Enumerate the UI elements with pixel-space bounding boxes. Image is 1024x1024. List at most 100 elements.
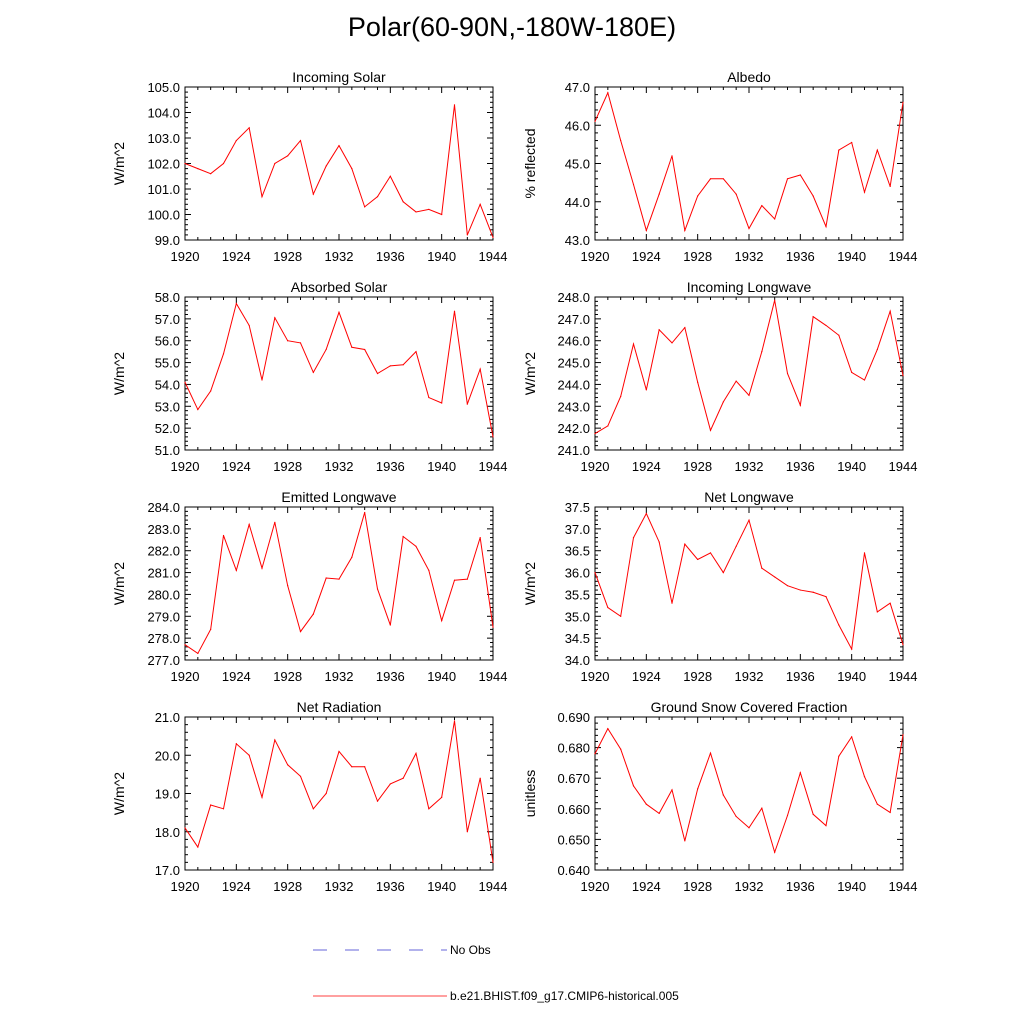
- data-point: [453, 104, 456, 106]
- x-tick-label: 1928: [273, 669, 302, 684]
- data-point: [774, 576, 776, 578]
- data-point: [325, 348, 327, 351]
- data-point: [851, 736, 853, 738]
- data-point: [222, 808, 225, 810]
- x-tick-label: 1944: [889, 669, 918, 684]
- data-point: [492, 626, 494, 628]
- data-point: [812, 591, 814, 593]
- data-point: [479, 203, 481, 205]
- data-point: [838, 149, 840, 151]
- data-point: [697, 381, 699, 383]
- data-point: [812, 195, 814, 197]
- x-tick-label: 1936: [376, 249, 405, 264]
- y-tick-label: 57.0: [155, 312, 180, 327]
- series-line: [594, 727, 904, 854]
- y-tick-label: 19.0: [155, 787, 180, 802]
- data-point: [453, 579, 456, 581]
- data-point: [632, 343, 635, 345]
- x-tick-label: 1944: [889, 879, 918, 894]
- data-point: [799, 404, 801, 406]
- data-point: [364, 206, 366, 208]
- x-tick-label: 1920: [171, 669, 200, 684]
- x-tick-label: 1936: [786, 879, 815, 894]
- data-point: [774, 299, 776, 301]
- plot-frame: [184, 506, 494, 661]
- x-tick-label: 1932: [735, 669, 764, 684]
- plot-frame: [184, 716, 494, 871]
- y-tick-label: 54.0: [155, 377, 180, 392]
- data-point: [902, 734, 904, 736]
- data-point: [248, 523, 250, 526]
- data-point: [184, 827, 186, 829]
- data-point: [825, 825, 827, 827]
- data-point: [261, 379, 263, 381]
- data-point: [863, 552, 866, 554]
- data-point: [786, 814, 789, 817]
- data-point: [799, 772, 801, 774]
- data-point: [402, 364, 404, 366]
- data-point: [594, 571, 596, 574]
- data-point: [632, 183, 635, 186]
- data-point: [479, 777, 481, 779]
- data-point: [235, 302, 237, 305]
- y-tick-label: 281.0: [147, 566, 180, 581]
- x-tick-label: 1924: [222, 249, 251, 264]
- data-point: [351, 346, 353, 348]
- x-tick-label: 1928: [683, 879, 712, 894]
- data-point: [415, 752, 417, 754]
- data-point: [274, 317, 276, 319]
- data-point: [466, 578, 468, 580]
- figure-title: Polar(60-90N,-180W-180E): [347, 12, 677, 42]
- y-axis-label: W/m^2: [111, 352, 127, 395]
- y-tick-label: 55.0: [155, 356, 180, 371]
- y-tick-label: 102.0: [147, 157, 180, 172]
- series-line: [594, 91, 904, 233]
- data-point: [351, 766, 353, 768]
- data-point: [876, 149, 878, 151]
- panel-title: Net Longwave: [704, 489, 794, 505]
- data-point: [594, 753, 596, 755]
- data-point: [735, 193, 737, 195]
- data-point: [415, 211, 417, 213]
- data-point: [889, 811, 891, 814]
- data-point: [863, 379, 866, 381]
- data-point: [222, 353, 225, 355]
- y-tick-label: 0.650: [557, 832, 590, 847]
- x-tick-label: 1932: [325, 459, 354, 474]
- x-tick-label: 1932: [325, 879, 354, 894]
- panel-title: Net Radiation: [297, 699, 382, 715]
- x-tick-label: 1928: [683, 249, 712, 264]
- y-tick-label: 51.0: [155, 443, 180, 458]
- x-tick-label: 1932: [325, 249, 354, 264]
- data-point: [825, 324, 827, 327]
- data-point: [709, 552, 712, 554]
- x-tick-label: 1928: [683, 459, 712, 474]
- data-point: [376, 196, 379, 198]
- x-tick-label: 1932: [735, 249, 764, 264]
- data-point: [248, 754, 250, 756]
- data-point: [799, 174, 801, 176]
- panel-2: 1920 1924 1928 1932 1936 1940 1944 43.0 44.0 45.0…: [522, 69, 917, 264]
- data-point: [261, 567, 263, 569]
- data-point: [697, 788, 699, 790]
- x-tick-label: 1944: [889, 459, 918, 474]
- data-point: [376, 372, 379, 375]
- data-point: [235, 139, 237, 142]
- data-point: [709, 178, 712, 180]
- data-point: [428, 396, 430, 399]
- data-point: [466, 403, 468, 405]
- data-point: [466, 234, 468, 236]
- data-point: [184, 381, 186, 383]
- data-point: [274, 162, 276, 165]
- data-point: [735, 815, 737, 818]
- data-point: [415, 545, 417, 547]
- data-point: [312, 808, 314, 810]
- data-point: [902, 375, 904, 377]
- x-tick-label: 1940: [427, 879, 456, 894]
- data-point: [774, 851, 776, 853]
- data-point: [697, 558, 699, 561]
- y-tick-label: 105.0: [147, 80, 180, 95]
- data-point: [748, 394, 750, 396]
- data-point: [376, 588, 379, 590]
- data-point: [620, 615, 622, 617]
